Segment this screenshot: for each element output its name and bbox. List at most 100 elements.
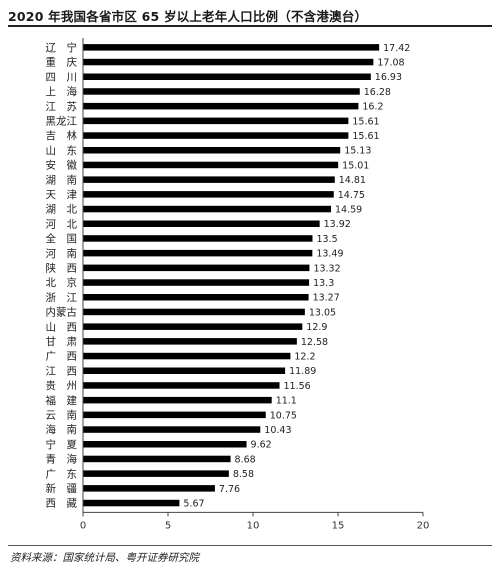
bar	[83, 220, 320, 227]
category-label: 海 南	[46, 423, 78, 436]
value-label: 13.27	[313, 293, 340, 304]
category-label: 青 海	[46, 453, 78, 466]
value-label: 13.92	[324, 219, 351, 230]
category-label: 河 北	[46, 218, 78, 230]
bar	[83, 102, 359, 110]
category-label: 广 西	[46, 351, 78, 363]
bar	[83, 470, 229, 477]
category-label: 江 苏	[46, 100, 78, 113]
category-label: 河 南	[46, 247, 78, 260]
bar	[83, 132, 349, 139]
category-label: 云 南	[46, 408, 78, 421]
bar	[83, 426, 261, 433]
value-label: 17.42	[383, 43, 410, 54]
value-label: 12.9	[306, 322, 327, 333]
value-label: 15.13	[344, 146, 371, 157]
category-label: 黑龙江	[46, 114, 78, 127]
value-label: 11.1	[276, 396, 297, 407]
value-label: 9.62	[251, 440, 272, 451]
value-label: 14.81	[339, 175, 366, 186]
bar	[83, 176, 335, 183]
bar	[83, 382, 280, 389]
bar	[83, 367, 286, 374]
bar	[83, 249, 313, 257]
bar	[83, 338, 297, 345]
value-label: 11.56	[284, 381, 311, 392]
value-label: 15.61	[352, 116, 379, 127]
source-note: 资料来源：国家统计局、粤开证券研究院	[10, 552, 199, 564]
category-label: 福 建	[46, 394, 78, 407]
value-label: 5.67	[183, 498, 204, 509]
value-label: 16.28	[364, 87, 391, 98]
bar	[83, 117, 349, 125]
value-label: 10.75	[270, 410, 297, 421]
title-rule	[8, 25, 492, 27]
value-label: 13.32	[313, 263, 340, 274]
value-label: 8.58	[233, 469, 254, 480]
bar	[83, 147, 341, 154]
bar	[83, 44, 380, 51]
category-label: 宁 夏	[46, 438, 78, 451]
value-label: 10.43	[264, 425, 291, 436]
value-label: 17.08	[377, 57, 404, 68]
category-label: 安 徽	[46, 159, 78, 172]
category-label: 湖 南	[46, 173, 78, 186]
value-label: 16.2	[362, 102, 383, 113]
category-label: 山 西	[46, 321, 78, 333]
value-labels-group: 17.42 17.08 16.93 16.28 16.2 15.61 15.61 15.13 1…	[183, 43, 410, 510]
x-tick-label: 5	[165, 520, 171, 531]
value-label: 15.61	[352, 131, 379, 142]
value-label: 12.58	[301, 337, 328, 348]
value-label: 16.93	[375, 72, 402, 83]
category-label: 辽 宁	[46, 41, 78, 54]
category-label: 内蒙古	[46, 306, 78, 319]
bar	[83, 455, 231, 463]
category-label: 天 津	[46, 189, 78, 201]
category-label: 江 西	[46, 365, 78, 377]
bar	[83, 485, 215, 492]
bar	[83, 73, 371, 80]
category-label: 全 国	[46, 232, 78, 245]
bar	[83, 58, 374, 66]
bar	[83, 441, 247, 448]
bar	[83, 235, 313, 242]
bar	[83, 88, 360, 95]
bar	[83, 279, 310, 286]
value-label: 15.01	[342, 160, 369, 171]
bars-group	[83, 44, 380, 507]
bar	[83, 264, 310, 272]
category-label: 浙 江	[46, 292, 78, 304]
value-label: 13.49	[316, 249, 343, 260]
value-label: 8.68	[235, 454, 256, 465]
bar	[83, 205, 332, 213]
value-label: 13.3	[313, 278, 334, 289]
category-label: 湖 北	[46, 204, 78, 216]
category-label: 四 川	[46, 71, 78, 83]
value-label: 14.59	[335, 204, 362, 215]
category-label: 陕 西	[46, 261, 78, 274]
x-tick-label: 20	[417, 520, 430, 531]
value-label: 13.05	[309, 307, 336, 318]
bar	[83, 191, 334, 198]
footer-rule	[8, 545, 492, 546]
category-label: 甘 肃	[46, 335, 78, 348]
bar	[83, 323, 303, 330]
bar	[83, 161, 339, 169]
x-axis-group: 0 5 10 15 20	[80, 38, 430, 531]
bar	[83, 411, 266, 419]
value-label: 12.2	[294, 351, 315, 362]
value-label: 7.76	[219, 484, 240, 495]
category-label: 贵 州	[46, 379, 78, 392]
x-tick-label: 10	[247, 520, 260, 531]
bar	[83, 352, 291, 360]
category-label: 新 疆	[46, 482, 78, 495]
bar	[83, 294, 309, 301]
x-tick-label: 0	[80, 520, 86, 531]
category-label: 北 京	[46, 276, 78, 289]
x-tick-label: 15	[332, 520, 345, 531]
bar	[83, 396, 272, 404]
value-label: 11.89	[289, 366, 316, 377]
category-label: 上 海	[46, 85, 78, 98]
